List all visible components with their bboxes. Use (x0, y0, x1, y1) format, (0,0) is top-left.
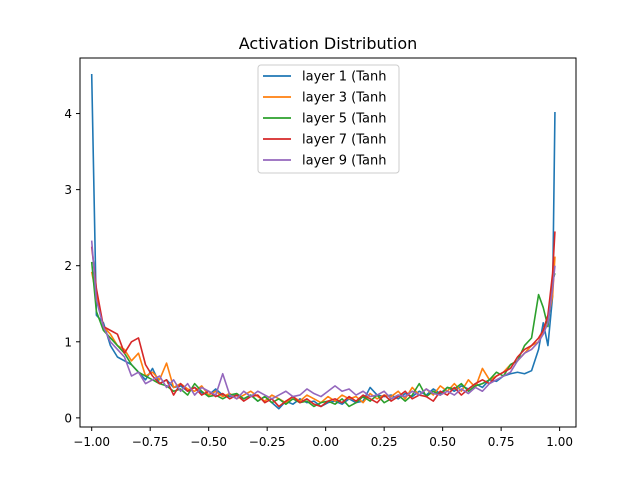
x-tick-label: −0.50 (190, 435, 227, 449)
y-tick-label: 1 (64, 335, 72, 349)
x-tick-label: −0.25 (249, 435, 286, 449)
axes-layer: −1.00 −0.75 −0.50 −0.25 0.00 0.25 0.50 0.75 1.00… (64, 57, 577, 449)
chart-title: Activation Distribution (239, 34, 418, 53)
series-line-2 (90, 256, 556, 404)
series-line-4 (90, 231, 556, 408)
x-tick-label: −0.75 (132, 435, 169, 449)
series-layer (90, 73, 556, 410)
legend-label-3: layer 5 (Tanh (302, 112, 386, 127)
plot-frame (79, 57, 577, 428)
x-tick-label: 0.00 (312, 435, 339, 449)
series-line-5 (90, 240, 556, 400)
y-tick-label: 2 (64, 259, 72, 273)
x-tick-label: −1.00 (73, 435, 110, 449)
legend-label-4: layer 7 (Tanh (302, 133, 386, 148)
y-tick-label: 3 (64, 183, 72, 197)
legend-label-2: layer 3 (Tanh (302, 91, 386, 106)
x-tick-label: 1.00 (546, 435, 573, 449)
y-tick-label: 0 (64, 411, 72, 425)
y-tick-label: 4 (64, 107, 72, 121)
x-tick-label: 0.75 (488, 435, 515, 449)
x-tick-label: 0.25 (371, 435, 398, 449)
legend: layer 1 (Tanh layer 3 (Tanh layer 5 (Tanh l… (257, 64, 400, 174)
x-tick-label: 0.50 (429, 435, 456, 449)
legend-label-1: layer 1 (Tanh (302, 70, 386, 85)
legend-box (257, 64, 400, 174)
legend-label-5: layer 9 (Tanh (302, 154, 386, 169)
